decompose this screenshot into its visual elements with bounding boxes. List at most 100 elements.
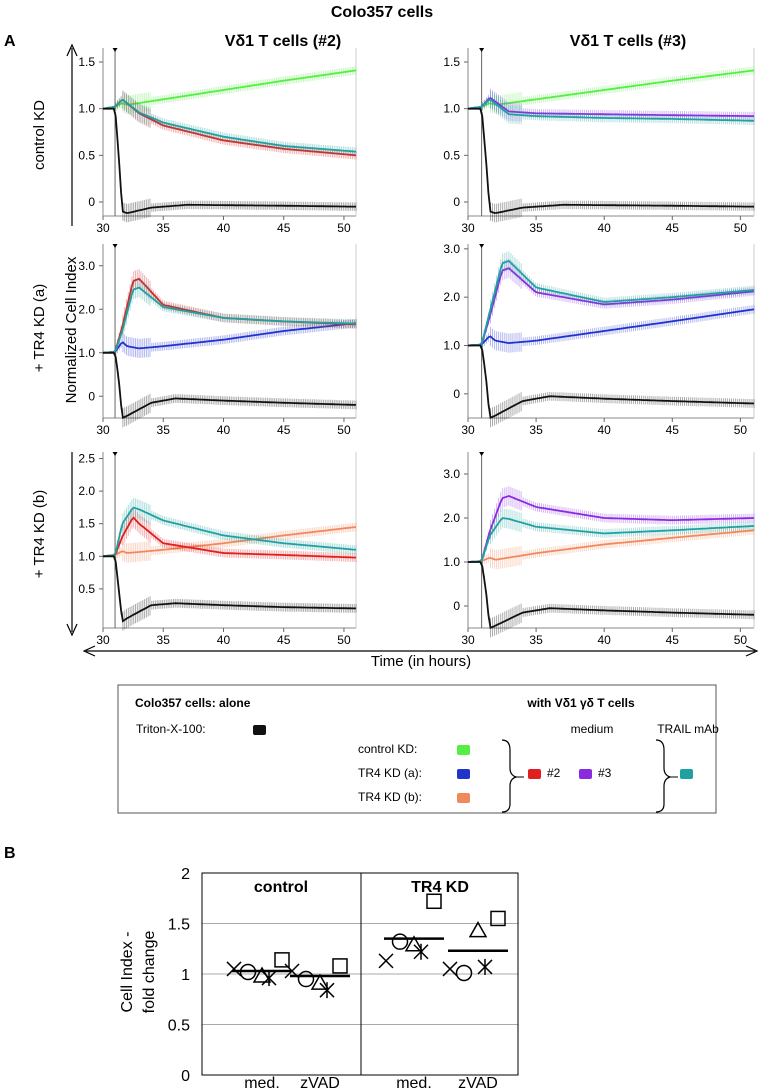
series-3 [102, 277, 357, 355]
marker-x [378, 953, 394, 969]
marker-circle [391, 933, 409, 950]
x-tick-label: 40 [217, 423, 231, 437]
y-tick-label: 1 [181, 967, 190, 984]
series-line [467, 267, 755, 347]
x-tick-label: 40 [598, 633, 612, 647]
series-line [102, 98, 357, 153]
y-tick-label: 2.0 [78, 484, 95, 498]
marker-circle [455, 964, 473, 982]
y-tick-label: 0 [453, 195, 460, 209]
y-tick-label: 3.0 [443, 242, 460, 256]
series-1 [102, 522, 357, 563]
series-4 [103, 107, 357, 223]
time-axis: Time (in hours) [82, 645, 759, 670]
y-tick-label: 1.5 [78, 55, 95, 69]
series-4 [468, 107, 755, 223]
y-tick-label: 0 [453, 599, 460, 613]
series-line [102, 69, 357, 110]
x-tick-label: 40 [217, 221, 231, 235]
marker-triangle [404, 935, 424, 952]
x-tick-label: 50 [337, 633, 351, 647]
series-line [467, 495, 755, 563]
marker-x [442, 961, 458, 977]
x-tick-label: 50 [734, 633, 748, 647]
addition-marker-icon [479, 48, 485, 52]
y-tick-label: 0.5 [78, 148, 95, 162]
y-tick-label: 1.5 [78, 517, 95, 531]
addition-marker-icon [112, 48, 118, 52]
series-4 [103, 555, 357, 631]
x-tick-label: 30 [96, 221, 110, 235]
legend-swatch-trail [680, 769, 693, 779]
x-tick-label: 40 [598, 423, 612, 437]
marker-triangle [310, 973, 330, 990]
x-tick-label: 45 [277, 633, 291, 647]
marker-square [490, 910, 506, 927]
y-axis-label: Cell Index - fold change [119, 931, 158, 1014]
y-tick-label: 1.0 [78, 549, 95, 563]
plot-frame [201, 872, 519, 1076]
legend-swatch-triton [253, 725, 266, 735]
category-label: zVAD [458, 1075, 498, 1090]
legend-trail: TRAIL mAb [657, 722, 719, 736]
y-axis-label: Normalized Cell Index [63, 256, 80, 403]
x-tick-label: 40 [598, 221, 612, 235]
line-chart-1: 30 35 40 45 50 0 0.5 1.0 1.5 [78, 48, 357, 235]
panel-b-scatter: 0 0.5 1 1.5 2 Cell Index - fold change control T… [119, 866, 519, 1090]
line-chart-5: 30 35 40 45 50 0.5 1.0 1.5 2.0 2.5 [78, 452, 357, 647]
y-tick-label: 2 [181, 866, 190, 883]
y-tick-label: 0 [88, 389, 95, 403]
group-label: control [254, 879, 308, 896]
legend-swatch-d2 [528, 769, 541, 779]
legend-d3: #3 [598, 766, 612, 780]
series-line [102, 98, 357, 157]
addition-marker-icon [479, 452, 485, 456]
series-3 [102, 90, 357, 156]
legend-alone-title: Colo357 cells: alone [135, 696, 251, 710]
x-tick-label: 45 [277, 423, 291, 437]
y-tick-label: 1.0 [78, 346, 95, 360]
series-line [102, 322, 357, 354]
series-line [467, 259, 755, 347]
series-line [102, 286, 356, 354]
y-tick-label: 1.5 [443, 55, 460, 69]
x-tick-label: 30 [461, 221, 475, 235]
series-line [467, 529, 755, 563]
x-tick-label: 30 [461, 423, 475, 437]
y-axis-label-line1: Cell Index - [119, 932, 136, 1013]
marker-square [274, 952, 290, 968]
x-tick-label: 45 [666, 423, 680, 437]
series-line [468, 344, 755, 420]
y-tick-label: 1.0 [78, 102, 95, 116]
x-tick-label: 30 [96, 633, 110, 647]
x-tick-label: 50 [734, 221, 748, 235]
legend-box: Colo357 cells: alone with Vδ1 γδ T cells… [117, 684, 719, 814]
x-axis-label: Time (in hours) [371, 653, 471, 670]
panel-a-letter: A [4, 33, 16, 50]
series-line [467, 96, 754, 117]
y-tick-label: 2.0 [443, 290, 460, 304]
series-line [102, 516, 357, 559]
series-3 [102, 497, 357, 558]
legend-swatch-tr4a [457, 769, 470, 779]
y-tick-label: 0.5 [78, 582, 95, 596]
legend-triton: Triton-X-100: [136, 722, 206, 736]
y-tick-label: 0.5 [443, 148, 460, 162]
series-4 [468, 561, 755, 638]
series-line [468, 561, 755, 629]
y-tick-label: 2.5 [78, 452, 95, 466]
series-1 [467, 525, 755, 570]
series-line [467, 98, 754, 122]
series-line [102, 526, 357, 558]
marker-asterisk [261, 970, 277, 987]
error-bars [115, 557, 357, 631]
x-tick-label: 45 [666, 633, 680, 647]
y-axis-label-line2: fold change [141, 931, 158, 1014]
series-line [103, 555, 356, 623]
x-tick-label: 35 [157, 423, 171, 437]
line-chart-4: 30 35 40 45 50 0 1.0 2.0 3.0 [443, 242, 755, 437]
error-bars [481, 66, 755, 114]
category-label: zVAD [300, 1075, 340, 1090]
col-title-1: Vδ1 T cells (#2) [225, 33, 341, 50]
